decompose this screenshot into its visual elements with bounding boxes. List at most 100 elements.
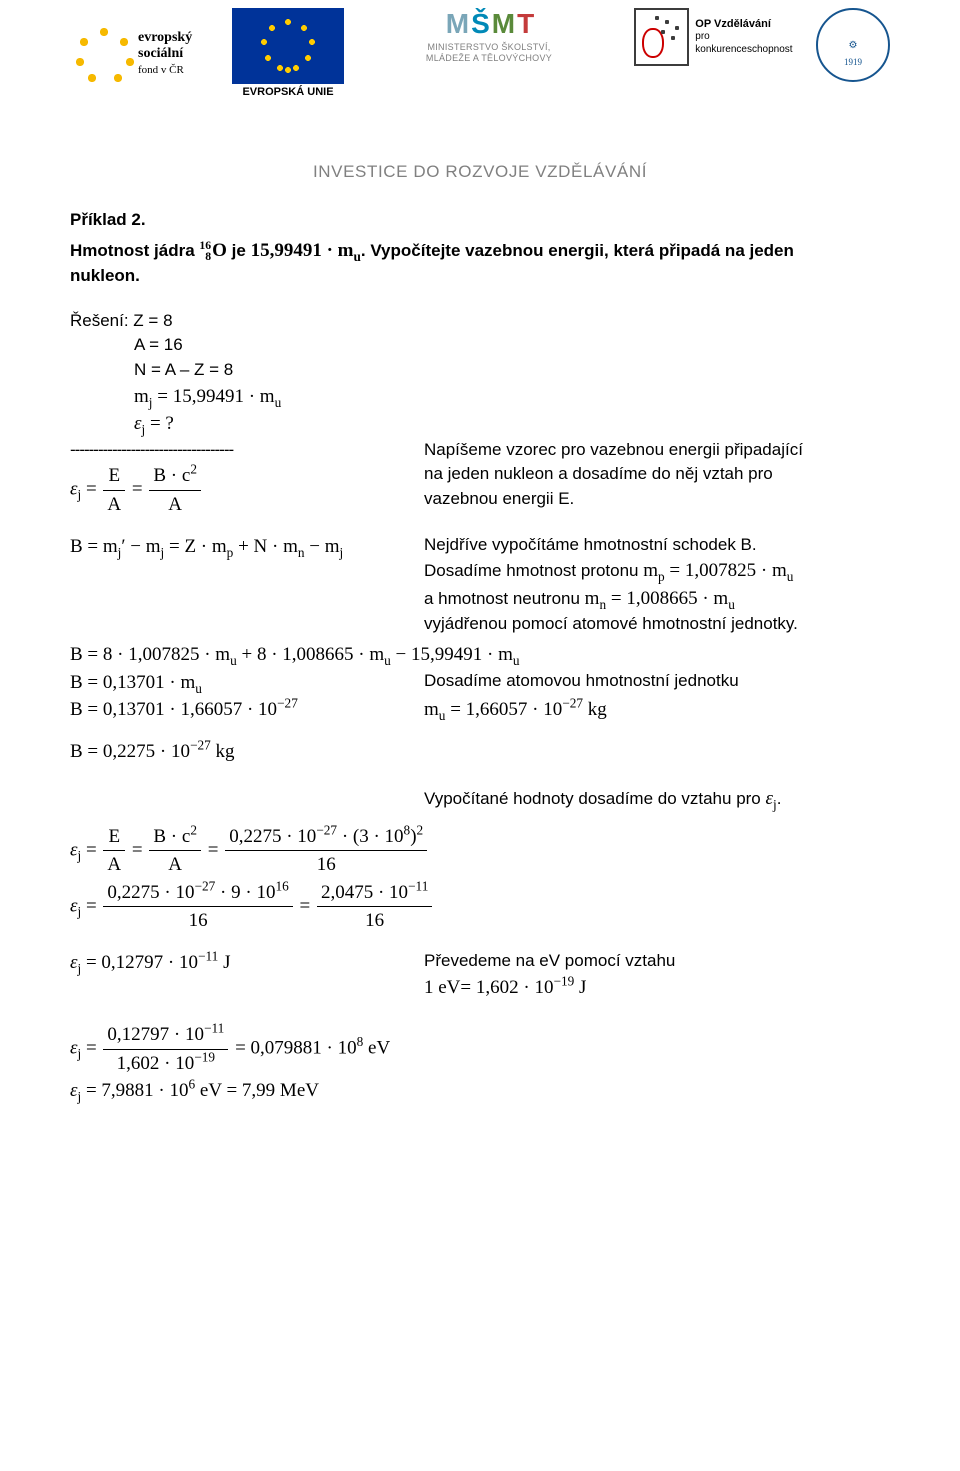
final2: εj = 7,9881 · 106 eV = 7,99 MeV [70,1077,890,1105]
formula1-row: εj = EA = B · c2A na jeden nukleon a dos… [70,462,890,518]
page: evropský sociální fond v ČR EVROPSKÁ UNI… [0,0,960,1471]
f1na: na jeden nukleon a dosadíme do něj vztah… [424,464,773,483]
eve: −19 [553,973,574,988]
formula1-note: na jeden nukleon a dosadíme do něj vztah… [424,462,890,511]
bd5: − m [305,536,340,557]
feqe: 8 [357,1034,364,1049]
e27b: −27 [562,696,583,711]
bdl: B = m [70,536,118,557]
fequ: eV [368,1037,390,1058]
l2c: 16 [275,878,288,893]
br1: B = 0,13701 · m [70,672,195,693]
mp1: p [658,569,665,584]
mpv: 1,007825 [685,560,756,581]
n3b: a hmotnost neutronu [424,589,585,608]
mukg: = 1,66057 · 10 [445,699,562,720]
eps-question: εj = ? [134,410,890,438]
mnv: 1,008665 [626,588,697,609]
eu-label: EVROPSKÁ UNIE [242,86,333,98]
kg1: kg [588,699,607,720]
d16b: 16 [103,907,292,935]
mu: m [338,240,354,261]
op-sub: pro konkurenceschopnost [695,31,792,55]
cn1: 0,2275 · 10 [229,826,316,847]
gear-logo-icon: ⚙1919 [816,8,890,82]
invest-tagline: INVESTICE DO ROZVOJE VZDĚLÁVÁNÍ [70,162,890,182]
fn: 0,12797 · 10 [107,1024,204,1045]
mj-lhs: m [134,386,149,407]
esf-star-icon [70,22,138,86]
ce1: −27 [316,822,337,837]
u7: u [195,680,202,695]
note4: Dosadíme atomovou hmotnostní jednotku [424,669,890,694]
ej8: j [78,1089,82,1104]
esf-text: evropský sociální fond v ČR [138,30,192,78]
kg2: kg [216,741,235,762]
fd: 1,602 · 10 [117,1053,195,1074]
Ju2: J [579,977,586,998]
eu-logo: EVROPSKÁ UNIE [232,8,344,98]
mu3: u [728,597,735,612]
d16a: 16 [225,851,427,879]
ej7: j [78,1046,82,1061]
eps-calc2: εj = 0,2275 · 10−27 · 9 · 1016 16 = 2,04… [70,879,890,935]
ej2: j [78,488,82,503]
esf-line3: fond v ČR [138,64,184,76]
bd2: ′ − m [121,536,160,557]
mj-line: mj = 15,99491 · mu [134,383,890,411]
mu-kg: mu = 1,66057 · 10−27 kg [424,696,890,724]
op-logo: OP Vzdělávání pro konkurenceschopnost [634,8,804,66]
mj-val: 15,99491 [251,240,322,261]
u1: u [275,395,282,410]
nuc-sym: O [212,240,227,261]
prob-mid: je [227,241,251,260]
esf-logo: evropský sociální fond v ČR [70,8,220,100]
e4: ε [70,839,78,860]
Bcalc-line: B = 8 · 1,007825 · mu + 8 · 1,008665 · m… [70,641,890,669]
u4: u [230,653,237,668]
l2b: · 9 · 10 [215,882,275,903]
Bres1-row: B = 0,13701 · mu Dosadíme atomovou hmotn… [70,669,890,697]
bj3: j [340,544,344,559]
fde: −19 [194,1049,215,1064]
Bres2-row: B = 0,13701 · 1,66057 · 10 −27 mu = 1,660… [70,696,890,724]
f1nb: vazebnou energii E. [424,489,574,508]
bc1: B = 8 · 1,007825 · m [70,644,230,665]
N-line: N = A – Z = 8 [134,358,890,383]
problem-last: nukleon. [70,264,890,289]
msmt-sub1: MINISTERSTVO ŠKOLSTVÍ, [427,42,550,52]
op-square-icon [634,8,689,66]
f2u: eV = 7,99 MeV [200,1080,319,1101]
eps1: ε [134,413,142,434]
Bdef-notes: Nejdříve vypočítáme hmotnostní schodek B… [424,533,890,637]
e3: ε [766,788,774,809]
op-title: OP Vzdělávání [695,18,771,30]
e5: ε [70,895,78,916]
epsJ-row: εj = 0,12797 · 10−11 J Převedeme na eV p… [70,949,890,1001]
evl: 1 eV= 1,602 · 10 [424,977,553,998]
e6: ε [70,952,78,973]
n5: Vypočítané hodnoty dosadíme do vztahu pr… [424,789,766,808]
solution-heading: Řešení: Z = 8 [70,309,890,334]
formula1: εj = EA = B · c2A [70,462,400,518]
csq: 2 [417,822,424,837]
eje: −11 [198,949,218,964]
mj-eq: = 15,99491 · m [152,386,274,407]
e8: ε [70,1080,78,1101]
f2: 7,9881 · 10 [101,1080,188,1101]
msmt-icon: MŠMT [446,8,532,40]
l2re: −11 [408,878,428,893]
l2n: 0,2275 · 10 [107,882,194,903]
dashes-row: ----------------------------------- Napí… [70,438,890,463]
msmt-sub2: MLÁDEŽE A TĚLOVÝCHOVY [426,53,552,63]
br3: B = 0,2275 · 10 [70,741,190,762]
Bdef-row: B = mj′ − mj = Z · mp + N · mn − mj Nejd… [70,533,890,637]
problem-prefix: Hmotnost jádra [70,241,199,260]
bn: n [298,544,305,559]
br2: B = 0,13701 · 1,66057 · 10 [70,699,277,720]
note6-block: Převedeme na eV pomocí vztahu 1 eV= 1,60… [424,949,890,1001]
esf-line2: sociální [138,46,183,61]
Bres3: B = 0,2275 · 10−27 kg [70,738,890,766]
fne: −11 [204,1021,224,1036]
l2rn: 2,0475 · 10 [321,882,408,903]
